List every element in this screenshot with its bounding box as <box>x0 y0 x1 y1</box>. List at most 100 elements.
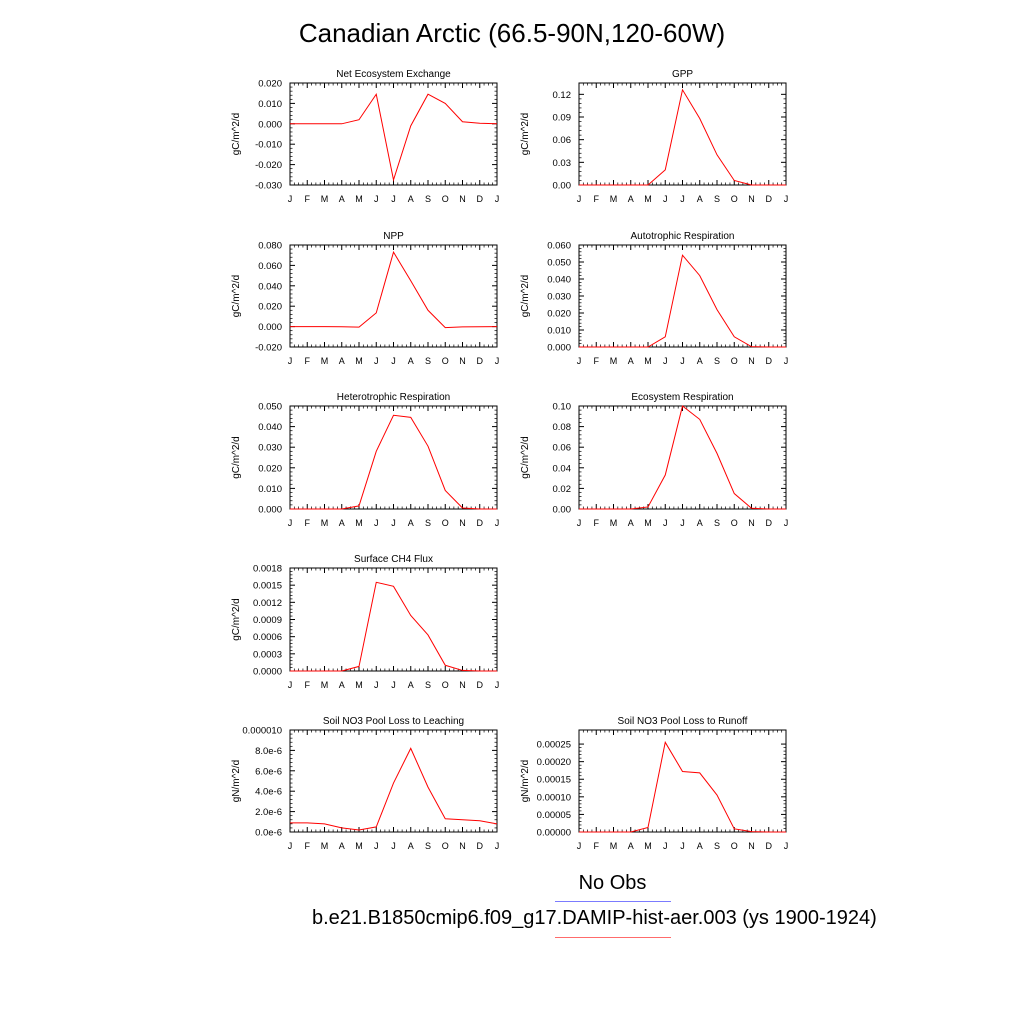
y-tick-label: 8.0e-6 <box>255 746 282 757</box>
x-tick-label: S <box>425 841 431 851</box>
y-tick-label: 0.010 <box>258 484 282 495</box>
y-tick-label: 0.060 <box>258 261 282 272</box>
x-tick-label: S <box>425 194 431 204</box>
x-tick-label: A <box>408 841 414 851</box>
y-tick-label: 0.050 <box>258 402 282 413</box>
x-tick-label: N <box>459 680 466 690</box>
x-tick-label: J <box>495 518 500 528</box>
x-tick-label: A <box>697 841 703 851</box>
y-tick-label: 0.020 <box>547 309 571 320</box>
x-tick-label: J <box>784 356 789 366</box>
x-tick-label: J <box>577 518 582 528</box>
x-tick-label: J <box>680 841 685 851</box>
plot-frame <box>289 567 498 672</box>
plot-frame <box>578 405 787 510</box>
y-axis-label: gN/m^2/d <box>231 760 242 803</box>
y-tick-label: 0.02 <box>553 484 572 495</box>
y-tick-label: 0.040 <box>547 275 571 286</box>
x-tick-label: M <box>321 194 329 204</box>
series-line <box>579 740 786 833</box>
x-tick-label: J <box>391 518 396 528</box>
x-tick-label: O <box>731 356 738 366</box>
plot-frame <box>578 244 787 348</box>
y-tick-label: 0.040 <box>258 422 282 433</box>
x-tick-label: O <box>731 518 738 528</box>
x-tick-label: J <box>288 356 293 366</box>
x-tick-label: A <box>339 841 345 851</box>
x-tick-label: M <box>355 841 363 851</box>
x-tick-label: J <box>680 518 685 528</box>
x-tick-label: J <box>288 680 293 690</box>
x-tick-label: D <box>766 518 773 528</box>
y-tick-label: 0.00 <box>553 505 572 516</box>
x-tick-label: M <box>321 841 329 851</box>
x-tick-label: F <box>305 356 311 366</box>
y-tick-label: -0.010 <box>255 140 282 151</box>
y-tick-label: 0.03 <box>553 158 572 169</box>
x-tick-label: J <box>495 680 500 690</box>
y-tick-label: 0.0003 <box>253 649 282 660</box>
panel-title: Surface CH4 Flux <box>354 554 433 565</box>
x-tick-label: N <box>459 841 466 851</box>
x-tick-label: O <box>442 680 449 690</box>
y-tick-label: 0.00025 <box>537 740 571 751</box>
plot-frame <box>289 82 498 186</box>
x-tick-label: O <box>442 356 449 366</box>
x-tick-label: S <box>714 356 720 366</box>
series-line <box>290 581 497 672</box>
x-tick-label: A <box>339 194 345 204</box>
x-tick-label: F <box>305 518 311 528</box>
x-tick-label: M <box>355 356 363 366</box>
x-tick-label: D <box>766 841 773 851</box>
y-axis-label: gC/m^2/d <box>231 113 242 156</box>
y-axis-label: gC/m^2/d <box>520 113 531 156</box>
x-tick-label: M <box>321 356 329 366</box>
legend-obs-line <box>555 901 671 902</box>
chart-panel: Soil NO3 Pool Loss to Leaching gN/m^2/d J F… <box>231 716 499 851</box>
x-tick-label: N <box>748 841 755 851</box>
x-tick-label: D <box>477 194 484 204</box>
x-tick-label: S <box>425 680 431 690</box>
y-tick-label: 0.030 <box>547 292 571 303</box>
x-tick-label: F <box>594 356 600 366</box>
x-tick-label: N <box>748 356 755 366</box>
x-tick-label: A <box>339 518 345 528</box>
x-tick-label: A <box>339 356 345 366</box>
y-tick-label: 0.06 <box>553 443 572 454</box>
x-tick-label: O <box>442 841 449 851</box>
plot-frame <box>578 82 787 186</box>
plot-frame <box>289 244 498 348</box>
x-tick-label: M <box>355 680 363 690</box>
x-tick-label: N <box>459 356 466 366</box>
y-tick-label: 0.0e-6 <box>255 828 282 839</box>
x-tick-label: J <box>288 841 293 851</box>
x-tick-label: M <box>355 194 363 204</box>
y-tick-label: 0.00005 <box>537 810 571 821</box>
x-tick-label: S <box>714 194 720 204</box>
x-tick-label: N <box>748 194 755 204</box>
x-tick-label: F <box>594 194 600 204</box>
x-tick-label: M <box>321 518 329 528</box>
plot-frame <box>578 729 787 833</box>
x-tick-label: J <box>288 194 293 204</box>
x-tick-label: M <box>610 841 618 851</box>
y-tick-label: 0.00000 <box>537 828 571 839</box>
x-tick-label: O <box>442 518 449 528</box>
x-tick-label: J <box>680 356 685 366</box>
panel-title: Ecosystem Respiration <box>631 392 733 403</box>
x-tick-label: J <box>374 356 379 366</box>
y-tick-label: 0.000 <box>258 505 282 516</box>
series-line <box>579 88 786 186</box>
x-tick-label: M <box>610 194 618 204</box>
series-line <box>290 747 498 831</box>
x-tick-label: J <box>577 356 582 366</box>
y-tick-label: 0.000 <box>258 119 282 130</box>
y-tick-label: 0.010 <box>258 99 282 110</box>
x-tick-label: J <box>374 680 379 690</box>
y-tick-label: 6.0e-6 <box>255 766 282 777</box>
y-tick-label: 0.10 <box>553 402 572 413</box>
x-tick-label: F <box>305 841 311 851</box>
